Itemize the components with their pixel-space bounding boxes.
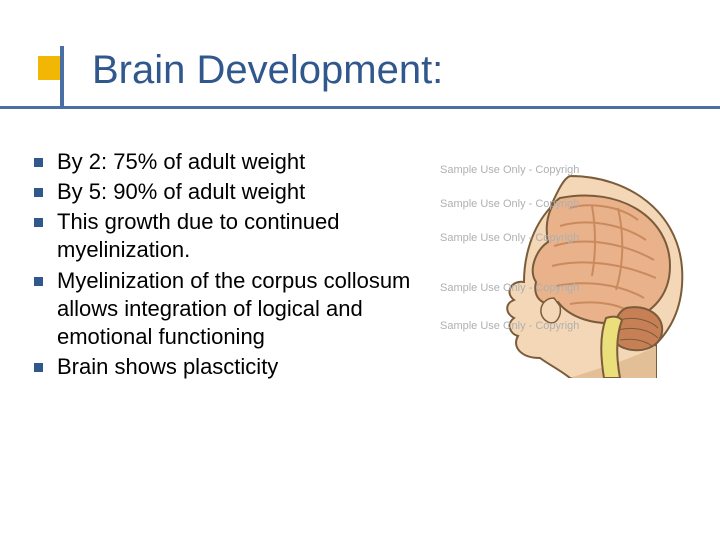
watermark-text: Sample Use Only - Copyrigh <box>440 320 579 332</box>
bullet-text: By 5: 90% of adult weight <box>57 178 305 206</box>
list-item: By 2: 75% of adult weight <box>34 148 414 176</box>
accent-square <box>38 56 62 80</box>
bullet-text: By 2: 75% of adult weight <box>57 148 305 176</box>
bullet-icon <box>34 158 43 167</box>
watermark-text: Sample Use Only - Copyrigh <box>440 198 579 210</box>
list-item: This growth due to continued myelinizati… <box>34 208 414 264</box>
watermark-text: Sample Use Only - Copyrigh <box>440 232 579 244</box>
bullet-text: Myelinization of the corpus collosum all… <box>57 267 414 351</box>
list-item: Myelinization of the corpus collosum all… <box>34 267 414 351</box>
title-decoration <box>38 56 68 86</box>
list-item: Brain shows plascticity <box>34 353 414 381</box>
watermark-text: Sample Use Only - Copyrigh <box>440 282 579 294</box>
bullet-text: This growth due to continued myelinizati… <box>57 208 414 264</box>
watermark-text: Sample Use Only - Copyrigh <box>440 164 579 176</box>
bullet-icon <box>34 277 43 286</box>
bullet-list: By 2: 75% of adult weight By 5: 90% of a… <box>34 148 414 381</box>
slide-title: Brain Development: <box>92 48 443 93</box>
bullet-icon <box>34 363 43 372</box>
content-area: By 2: 75% of adult weight By 5: 90% of a… <box>34 148 414 383</box>
brain-svg <box>420 158 720 378</box>
bullet-icon <box>34 218 43 227</box>
list-item: By 5: 90% of adult weight <box>34 178 414 206</box>
slide: Brain Development: By 2: 75% of adult we… <box>0 0 720 540</box>
bullet-text: Brain shows plascticity <box>57 353 278 381</box>
accent-vertical-line <box>60 46 64 106</box>
title-underline <box>0 106 720 109</box>
bullet-icon <box>34 188 43 197</box>
brain-illustration <box>420 158 720 378</box>
